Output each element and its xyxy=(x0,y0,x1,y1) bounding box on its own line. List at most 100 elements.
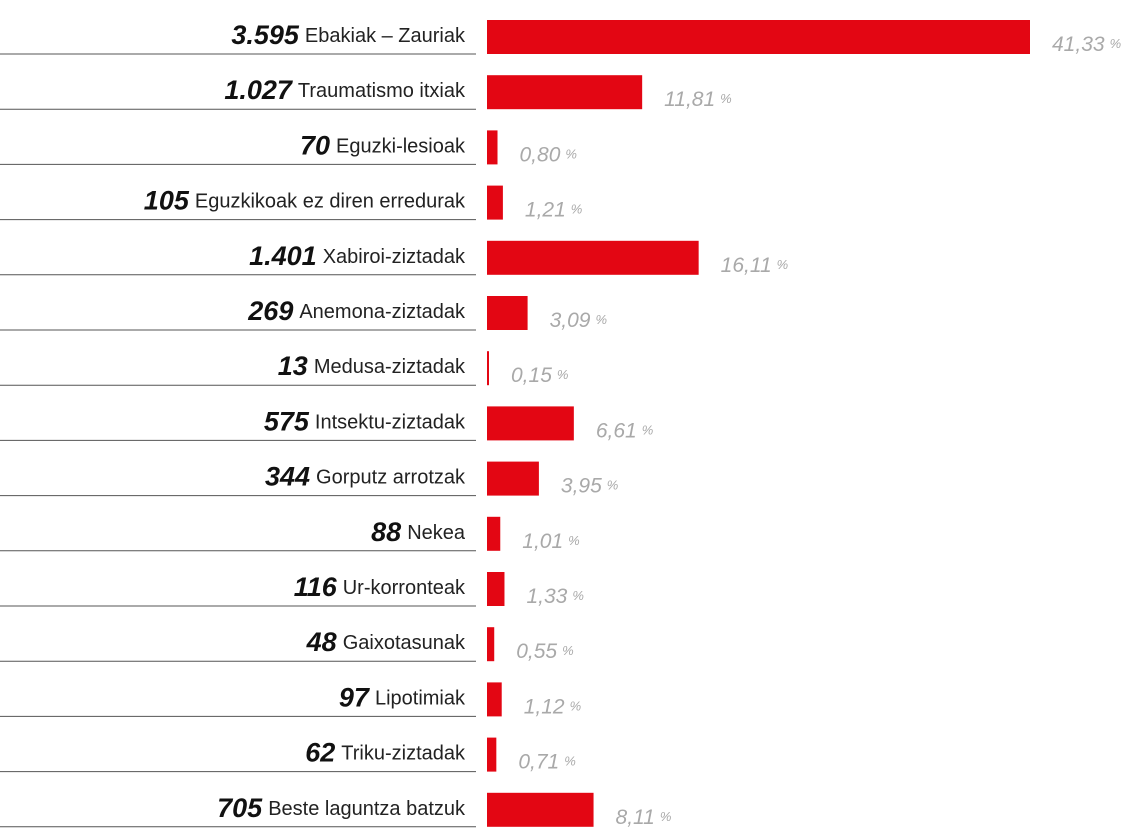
value-unit: % xyxy=(564,754,576,769)
value-number: 8,11 xyxy=(616,805,655,828)
row-label: 62 Triku-ziztadak xyxy=(305,738,466,768)
bar xyxy=(487,185,503,220)
count-label: 705 xyxy=(217,793,263,823)
value-unit: % xyxy=(570,699,582,714)
bar xyxy=(487,406,574,441)
value-number: 1,01 xyxy=(522,529,563,552)
count-label: 3.595 xyxy=(231,20,300,50)
count-label: 62 xyxy=(305,738,335,768)
category-label: Nekea xyxy=(407,522,466,544)
value-number: 11,81 xyxy=(664,88,715,111)
value-label: 0,80% xyxy=(520,143,577,166)
count-label: 88 xyxy=(371,517,401,547)
count-label: 1.401 xyxy=(249,241,317,271)
value-label: 3,09% xyxy=(550,309,607,332)
row-label: 3.595 Ebakiak – Zauriak xyxy=(231,20,466,50)
value-unit: % xyxy=(557,368,569,383)
count-label: 48 xyxy=(306,627,337,657)
bar xyxy=(487,351,489,386)
row-label: 97 Lipotimiak xyxy=(339,683,466,713)
row-label: 70 Eguzki-lesioak xyxy=(300,131,466,161)
value-number: 0,71 xyxy=(518,750,559,773)
value-label: 6,61% xyxy=(596,419,653,442)
category-label: Triku-ziztadak xyxy=(341,743,466,765)
value-number: 1,21 xyxy=(525,198,566,221)
value-label: 1,12% xyxy=(524,695,581,718)
value-number: 41,33 xyxy=(1052,33,1105,56)
count-label: 70 xyxy=(300,131,330,161)
value-unit: % xyxy=(642,423,654,438)
category-label: Gaixotasunak xyxy=(343,632,466,654)
row-label: 116 Ur-korronteak xyxy=(294,572,466,602)
value-number: 0,15 xyxy=(511,364,552,387)
count-label: 1.027 xyxy=(224,75,294,105)
category-label: Ebakiak – Zauriak xyxy=(305,25,466,47)
value-unit: % xyxy=(571,202,583,217)
category-label: Lipotimiak xyxy=(375,688,466,710)
row-label: 705 Beste laguntza batzuk xyxy=(217,793,466,823)
bar xyxy=(487,240,699,275)
value-unit: % xyxy=(565,147,577,162)
category-label: Ur-korronteak xyxy=(343,577,466,599)
row-label: 105 Eguzkikoak ez diren erredurak xyxy=(144,186,466,216)
category-label: Beste laguntza batzuk xyxy=(268,798,466,820)
row-label: 344 Gorputz arrotzak xyxy=(265,462,466,492)
value-unit: % xyxy=(562,644,574,659)
category-label: Xabiroi-ziztadak xyxy=(323,246,466,268)
bar xyxy=(487,461,539,496)
category-label: Intsektu-ziztadak xyxy=(315,412,466,434)
row-label: 48 Gaixotasunak xyxy=(306,627,466,657)
count-label: 575 xyxy=(264,407,310,437)
row-label: 1.401 Xabiroi-ziztadak xyxy=(249,241,466,271)
value-label: 1,21% xyxy=(525,198,582,221)
value-unit: % xyxy=(607,478,619,493)
bar xyxy=(487,572,505,606)
value-unit: % xyxy=(720,92,732,107)
value-number: 16,11 xyxy=(721,253,772,276)
value-number: 1,12 xyxy=(524,695,565,718)
value-label: 1,01% xyxy=(522,529,579,552)
value-number: 1,33 xyxy=(526,585,567,608)
value-unit: % xyxy=(595,312,607,327)
count-label: 13 xyxy=(278,351,308,381)
bar xyxy=(487,737,497,772)
bar xyxy=(487,792,594,827)
bar xyxy=(487,20,1030,54)
bar xyxy=(487,296,528,330)
value-number: 0,80 xyxy=(520,143,561,166)
count-label: 269 xyxy=(247,296,293,326)
bar xyxy=(487,627,495,662)
row-label: 88 Nekea xyxy=(371,517,466,547)
value-label: 0,15% xyxy=(511,364,568,387)
category-label: Traumatismo itxiak xyxy=(298,80,466,102)
value-label: 0,71% xyxy=(518,750,575,773)
bar xyxy=(487,682,502,717)
value-number: 3,95 xyxy=(561,474,602,497)
row-label: 269 Anemona-ziztadak xyxy=(247,296,466,326)
value-number: 0,55 xyxy=(516,640,557,663)
value-number: 3,09 xyxy=(550,309,591,332)
value-unit: % xyxy=(660,809,672,824)
bar xyxy=(487,75,643,110)
count-label: 97 xyxy=(339,683,371,713)
count-label: 116 xyxy=(294,572,338,602)
category-label: Anemona-ziztadak xyxy=(299,301,466,323)
value-label: 16,11% xyxy=(721,253,789,276)
category-label: Eguzkikoak ez diren erredurak xyxy=(195,191,466,213)
bar xyxy=(487,516,501,551)
category-label: Gorputz arrotzak xyxy=(316,467,466,489)
category-label: Eguzki-lesioak xyxy=(336,136,466,158)
value-label: 8,11% xyxy=(616,805,672,828)
value-number: 6,61 xyxy=(596,419,637,442)
row-label: 13 Medusa-ziztadak xyxy=(278,351,466,381)
value-unit: % xyxy=(572,588,584,603)
count-label: 105 xyxy=(144,186,190,216)
value-label: 0,55% xyxy=(516,640,573,663)
value-unit: % xyxy=(1110,36,1122,51)
value-unit: % xyxy=(568,533,580,548)
value-label: 3,95% xyxy=(561,474,618,497)
category-label: Medusa-ziztadak xyxy=(314,356,466,378)
value-label: 41,33% xyxy=(1052,33,1121,56)
row-label: 575 Intsektu-ziztadak xyxy=(264,407,466,437)
